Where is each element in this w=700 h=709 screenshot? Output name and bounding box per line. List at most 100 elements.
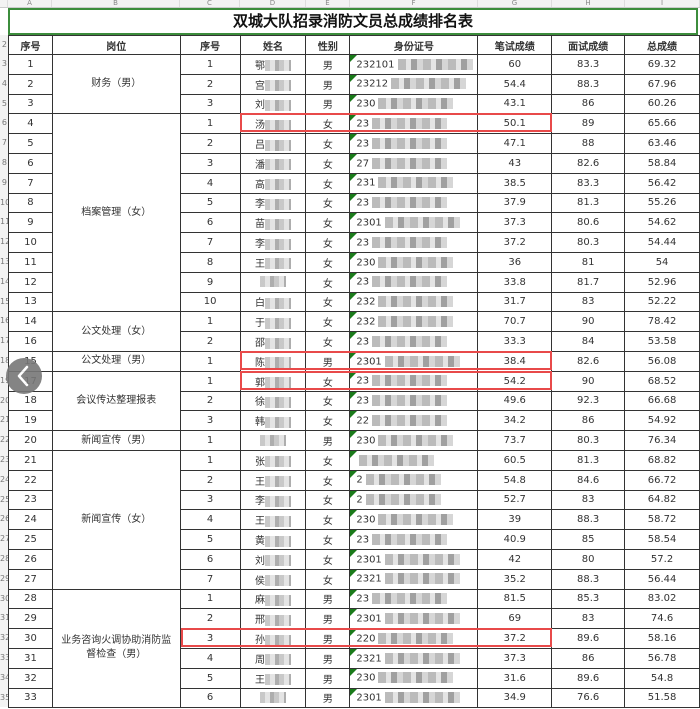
gender-cell[interactable]: 男 xyxy=(305,93,351,115)
chevron-left-icon[interactable] xyxy=(6,358,42,394)
id-number-cell[interactable]: 220 xyxy=(349,628,479,649)
sub-seq-cell[interactable]: 5 xyxy=(179,667,241,689)
interview-score-cell[interactable]: 90 xyxy=(551,311,626,333)
id-number-cell[interactable]: 2301 xyxy=(349,350,479,372)
written-score-cell[interactable]: 43 xyxy=(477,152,553,174)
total-score-cell[interactable]: 58.16 xyxy=(624,628,700,649)
name-cell[interactable]: 宫 xyxy=(239,73,307,95)
seq-cell[interactable]: 5 xyxy=(8,133,53,154)
sub-seq-cell[interactable]: 7 xyxy=(179,568,241,590)
written-score-cell[interactable]: 42 xyxy=(477,548,553,570)
written-score-cell[interactable]: 38.5 xyxy=(477,172,553,194)
seq-cell[interactable]: 23 xyxy=(8,489,53,511)
sub-seq-cell[interactable]: 1 xyxy=(179,430,241,451)
sub-seq-cell[interactable]: 1 xyxy=(179,449,241,471)
seq-cell[interactable]: 10 xyxy=(8,232,53,253)
header-cell[interactable]: 面试成绩 xyxy=(551,35,626,55)
interview-score-cell[interactable]: 88 xyxy=(551,133,626,154)
sub-seq-cell[interactable]: 3 xyxy=(179,410,241,432)
sub-seq-cell[interactable]: 3 xyxy=(179,93,241,115)
gender-cell[interactable]: 女 xyxy=(305,152,351,174)
name-cell[interactable]: 李 xyxy=(239,489,307,511)
position-cell[interactable]: 档案管理（女） xyxy=(51,113,181,313)
interview-score-cell[interactable]: 86 xyxy=(551,93,626,115)
interview-score-cell[interactable]: 80.3 xyxy=(551,232,626,253)
id-number-cell[interactable]: 23 xyxy=(349,271,479,293)
header-cell[interactable]: 笔试成绩 xyxy=(477,35,553,55)
sub-seq-cell[interactable]: 6 xyxy=(179,548,241,570)
column-letter[interactable]: A xyxy=(8,0,52,7)
id-number-cell[interactable]: 2301 xyxy=(349,687,479,709)
id-number-cell[interactable]: 2301 xyxy=(349,608,479,630)
position-cell[interactable]: 公文处理（男） xyxy=(51,350,181,372)
seq-cell[interactable]: 26 xyxy=(8,548,53,570)
column-letter[interactable]: G xyxy=(478,0,552,7)
gender-cell[interactable]: 男 xyxy=(305,608,351,630)
id-number-cell[interactable]: 23 xyxy=(349,331,479,352)
seq-cell[interactable]: 12 xyxy=(8,271,53,293)
name-cell[interactable]: 苗 xyxy=(239,212,307,234)
name-cell[interactable]: 李 xyxy=(239,232,307,253)
total-score-cell[interactable]: 51.58 xyxy=(624,687,700,709)
sub-seq-cell[interactable]: 2 xyxy=(179,469,241,491)
interview-score-cell[interactable]: 90 xyxy=(551,370,626,392)
sub-seq-cell[interactable]: 5 xyxy=(179,192,241,214)
name-cell[interactable]: 孙 xyxy=(239,628,307,649)
written-score-cell[interactable]: 60.5 xyxy=(477,449,553,471)
seq-cell[interactable]: 19 xyxy=(8,410,53,432)
interview-score-cell[interactable]: 83.3 xyxy=(551,54,626,75)
column-letter[interactable]: F xyxy=(350,0,478,7)
sub-seq-cell[interactable]: 9 xyxy=(179,271,241,293)
sub-seq-cell[interactable]: 4 xyxy=(179,647,241,669)
name-cell[interactable]: 王 xyxy=(239,509,307,531)
written-score-cell[interactable]: 37.3 xyxy=(477,647,553,669)
name-cell[interactable]: 刘 xyxy=(239,93,307,115)
seq-cell[interactable]: 18 xyxy=(8,390,53,412)
interview-score-cell[interactable]: 92.3 xyxy=(551,390,626,412)
written-score-cell[interactable]: 34.2 xyxy=(477,410,553,432)
interview-score-cell[interactable]: 86 xyxy=(551,647,626,669)
sub-seq-cell[interactable]: 1 xyxy=(179,113,241,135)
interview-score-cell[interactable]: 83 xyxy=(551,489,626,511)
written-score-cell[interactable]: 69 xyxy=(477,608,553,630)
id-number-cell[interactable]: 2 xyxy=(349,469,479,491)
sub-seq-cell[interactable]: 2 xyxy=(179,390,241,412)
total-score-cell[interactable]: 56.42 xyxy=(624,172,700,194)
written-score-cell[interactable]: 33.3 xyxy=(477,331,553,352)
id-number-cell[interactable]: 232 xyxy=(349,291,479,313)
total-score-cell[interactable]: 58.72 xyxy=(624,509,700,531)
header-cell[interactable]: 姓名 xyxy=(239,35,307,55)
seq-cell[interactable]: 31 xyxy=(8,647,53,669)
written-score-cell[interactable]: 31.6 xyxy=(477,667,553,689)
total-score-cell[interactable]: 68.82 xyxy=(624,449,700,471)
gender-cell[interactable]: 女 xyxy=(305,311,351,333)
written-score-cell[interactable]: 70.7 xyxy=(477,311,553,333)
gender-cell[interactable]: 女 xyxy=(305,410,351,432)
interview-score-cell[interactable]: 81.3 xyxy=(551,449,626,471)
interview-score-cell[interactable]: 89.6 xyxy=(551,667,626,689)
id-number-cell[interactable] xyxy=(349,449,479,471)
gender-cell[interactable]: 女 xyxy=(305,449,351,471)
seq-cell[interactable]: 24 xyxy=(8,509,53,531)
seq-cell[interactable]: 22 xyxy=(8,469,53,491)
total-score-cell[interactable]: 54.44 xyxy=(624,232,700,253)
seq-cell[interactable]: 27 xyxy=(8,568,53,590)
sub-seq-cell[interactable]: 1 xyxy=(179,588,241,610)
id-number-cell[interactable]: 27 xyxy=(349,152,479,174)
sub-seq-cell[interactable]: 1 xyxy=(179,311,241,333)
sub-seq-cell[interactable]: 1 xyxy=(179,350,241,372)
name-cell[interactable]: 周 xyxy=(239,647,307,669)
total-score-cell[interactable]: 64.82 xyxy=(624,489,700,511)
interview-score-cell[interactable]: 88.3 xyxy=(551,509,626,531)
sub-seq-cell[interactable]: 8 xyxy=(179,251,241,273)
written-score-cell[interactable]: 50.1 xyxy=(477,113,553,135)
sub-seq-cell[interactable]: 2 xyxy=(179,133,241,154)
interview-score-cell[interactable]: 86 xyxy=(551,410,626,432)
column-letter[interactable]: H xyxy=(552,0,625,7)
seq-cell[interactable]: 32 xyxy=(8,667,53,689)
sub-seq-cell[interactable]: 4 xyxy=(179,509,241,531)
sub-seq-cell[interactable]: 4 xyxy=(179,172,241,194)
total-score-cell[interactable]: 83.02 xyxy=(624,588,700,610)
total-score-cell[interactable]: 74.6 xyxy=(624,608,700,630)
gender-cell[interactable]: 女 xyxy=(305,548,351,570)
